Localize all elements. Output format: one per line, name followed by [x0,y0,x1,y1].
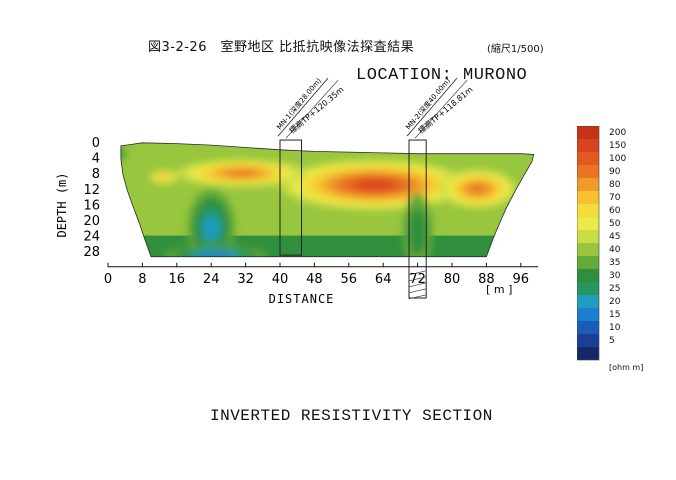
x-tick-label-32: 32 [237,272,254,287]
legend-label-80: 80 [609,179,621,190]
legend-label-20: 20 [609,296,621,307]
y-tick-label-20: 20 [83,214,100,229]
legend-swatch-20 [577,295,599,308]
legend-swatch-90 [577,165,599,178]
anomaly-layer [120,145,517,257]
legend-swatch-0 [577,347,599,360]
anomaly-high-1-level-90 [225,169,257,177]
legend-label-30: 30 [609,270,621,281]
location-label: LOCATION: MURONO [356,66,528,85]
x-tick-label-72: 72 [409,272,426,287]
legend-label-150: 150 [609,140,627,151]
x-tick-label-40: 40 [272,272,289,287]
legend-frame [577,126,600,361]
y-tick-label-8: 8 [92,167,100,182]
borehole-leader-MN-1 [277,77,329,137]
figure-title: 図3-2-26 室野地区 比抵抗映像法探査結果 [148,40,415,55]
anomaly-high-3-level-70 [158,174,170,180]
legend-swatch-70 [577,191,599,204]
legend-swatch-100 [577,152,599,165]
x-tick-label-56: 56 [341,272,358,287]
legend-swatch-200 [577,126,599,139]
y-tick-label-28: 28 [83,245,100,260]
borehole-MN-2 [408,139,427,299]
anomaly-high-0-level-150 [357,180,393,190]
legend-swatch-10 [577,321,599,334]
legend-swatch-60 [577,204,599,217]
legend-label-35: 35 [609,257,621,268]
resistivity-section-plot: 0 8 16 24 32 40 48 56 64 72 80 88 960481216202428DIS… [55,76,538,306]
borehole-leader-MN-2 [406,77,458,137]
legend-swatch-15 [577,308,599,321]
y-tick-label-4: 4 [92,152,100,167]
legend-label-60: 60 [609,205,621,216]
x-tick-label-0: 0 [104,272,112,287]
legend-label-15: 15 [609,309,621,320]
color-scale-legend [577,126,600,361]
legend-swatch-80 [577,178,599,191]
legend-swatch-5 [577,334,599,347]
anomaly-high-2-level-90 [468,184,488,194]
legend-label-45: 45 [609,231,621,242]
x-tick-label-24: 24 [203,272,220,287]
borehole-leader2-MN-2 [414,79,468,139]
legend-label-25: 25 [609,283,621,294]
x-tick-label-16: 16 [169,272,186,287]
borehole-MN-1 [279,139,302,256]
scale-note: (縮尺1/500) [487,44,544,55]
x-tick-label-64: 64 [375,272,392,287]
y-tick-label-24: 24 [83,230,100,245]
anomaly-low-7-level-35 [120,145,128,162]
legend-label-5: 5 [609,335,615,346]
anomaly-low-5-level-30 [408,207,427,256]
section-caption: INVERTED RESISTIVITY SECTION [210,407,493,425]
resistivity-field [120,142,534,257]
y-axis-label: DEPTH (m) [55,172,69,237]
legend-label-50: 50 [609,218,621,229]
legend-unit-label: [ohm m] [609,363,644,372]
legend-label-100: 100 [609,153,627,164]
legend-swatch-150 [577,139,599,152]
borehole-leader2-MN-1 [285,79,339,139]
legend-swatch-45 [577,230,599,243]
legend-label-40: 40 [609,244,621,255]
x-tick-label-80: 80 [444,272,461,287]
section-outline [120,142,535,258]
borehole-hatch-MN-2 [408,270,427,300]
legend-label-10: 10 [609,322,621,333]
x-tick-label-96: 96 [513,272,530,287]
legend-label-70: 70 [609,192,621,203]
legend-label-90: 90 [609,166,621,177]
borehole-hatch-line [408,270,427,276]
x-tick-label-48: 48 [306,272,323,287]
anomaly-low-4-level-20 [202,214,220,242]
legend-label-200: 200 [609,127,627,138]
x-tick-label-8: 8 [138,272,146,287]
borehole-hatch-line [408,288,427,294]
x-tick-label-88: 88 [478,272,495,287]
legend-swatch-25 [577,282,599,295]
legend-swatch-50 [577,217,599,230]
x-axis-unit: [ m ] [486,283,512,296]
borehole-hatch-line [408,282,427,288]
x-axis-label: DISTANCE [269,292,335,306]
borehole-hatch-line [408,276,427,282]
borehole-hatch-line [408,294,427,300]
legend-swatch-35 [577,256,599,269]
legend-swatch-40 [577,243,599,256]
legend-swatch-30 [577,269,599,282]
y-tick-label-0: 0 [92,136,100,151]
y-tick-label-16: 16 [83,198,100,213]
y-tick-label-12: 12 [83,183,100,198]
